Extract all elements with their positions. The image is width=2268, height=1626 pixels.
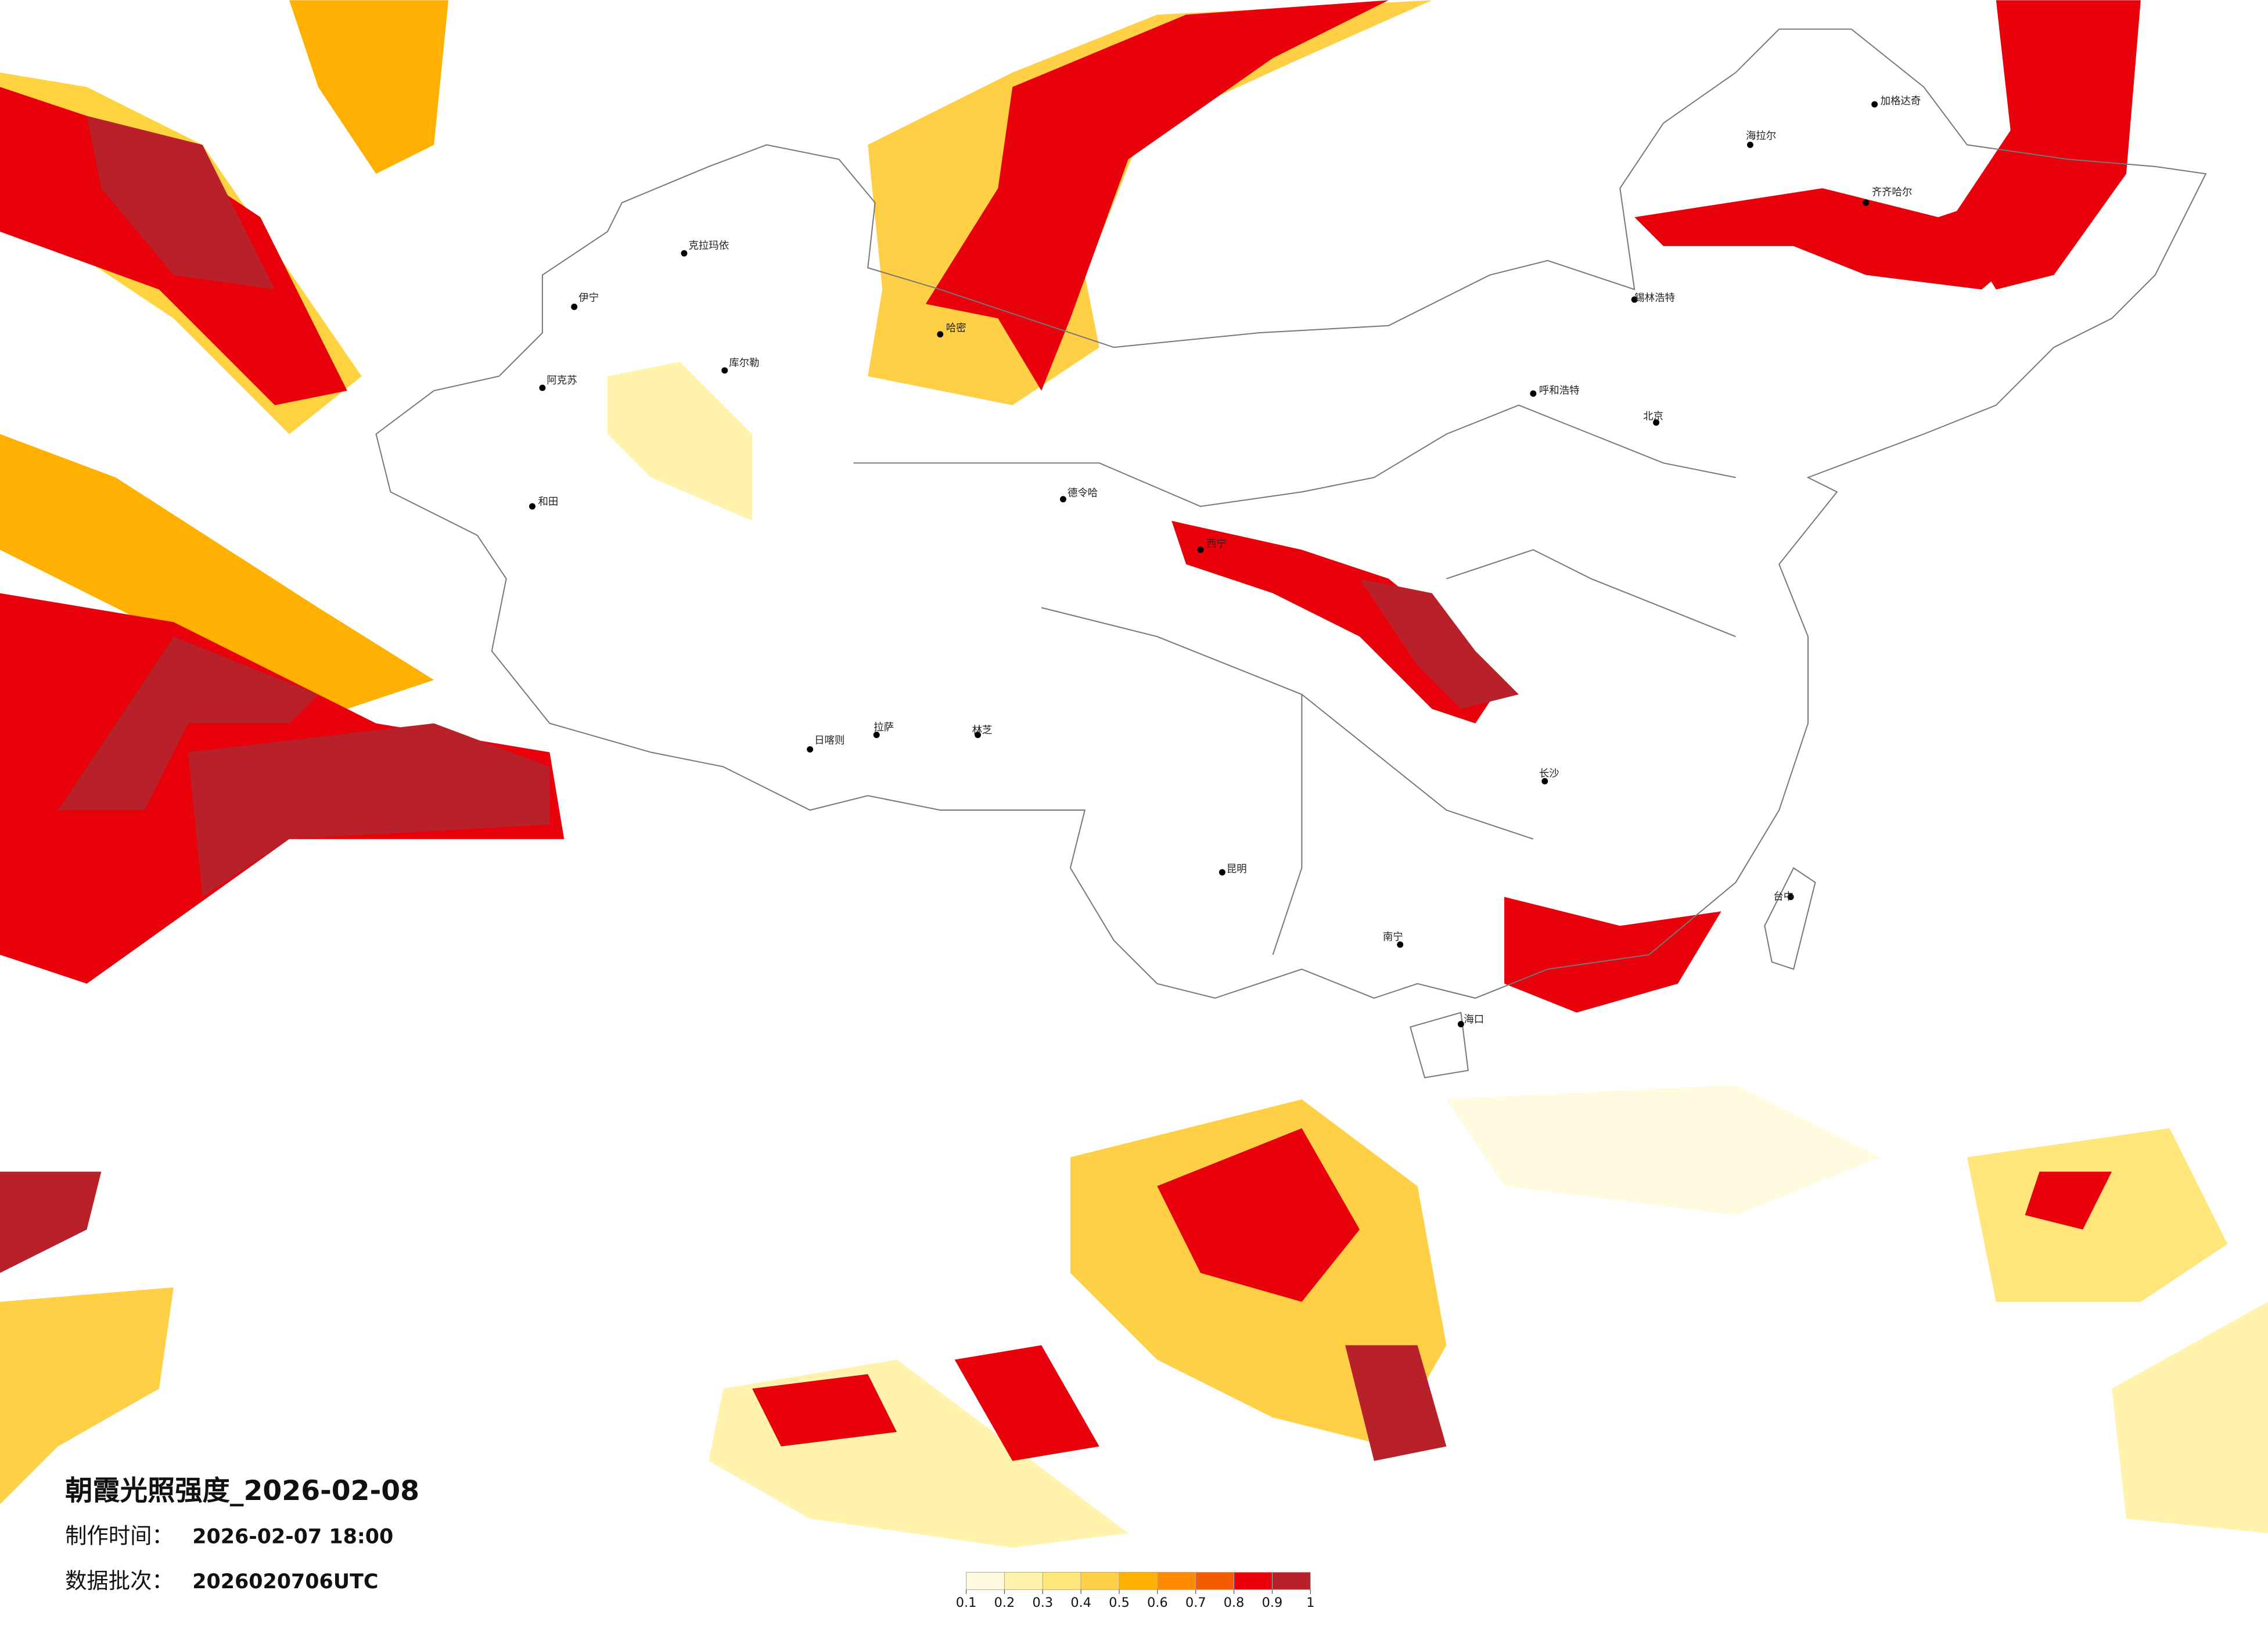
colorbar-swatch bbox=[1234, 1571, 1273, 1590]
field-patch bbox=[1504, 897, 1721, 1013]
colorbar: 0.1 0.2 0.3 0.4 0.5 0.6 0.7 0.8 0.9 1 bbox=[956, 1571, 1314, 1610]
city-label: 德令哈 bbox=[1067, 488, 1098, 499]
batch-label: 数据批次： bbox=[65, 1568, 174, 1593]
field-patch bbox=[188, 723, 550, 897]
city-label: 伊宁 bbox=[578, 292, 599, 304]
city-label: 齐齐哈尔 bbox=[1872, 187, 1913, 199]
field-patch bbox=[1360, 578, 1519, 709]
made-label: 制作时间： bbox=[65, 1523, 174, 1549]
city-label: 长沙 bbox=[1539, 768, 1559, 780]
city-label: 呼和浩特 bbox=[1539, 385, 1580, 397]
field-patch bbox=[289, 0, 449, 174]
colorbar-tick-label: 0.7 bbox=[1185, 1595, 1206, 1610]
field-patch bbox=[954, 1345, 1099, 1461]
city-dot bbox=[975, 732, 982, 738]
city-label: 和田 bbox=[538, 497, 558, 508]
island-border bbox=[1764, 867, 1816, 970]
field-patch bbox=[1345, 1345, 1447, 1461]
city-dot bbox=[1746, 141, 1753, 148]
city-label: 海口 bbox=[1464, 1014, 1484, 1026]
city-dot bbox=[807, 746, 814, 753]
province-border bbox=[853, 404, 1736, 955]
field-patch bbox=[57, 636, 318, 811]
city-label: 锡林浩特 bbox=[1634, 292, 1675, 304]
city-dot bbox=[1219, 869, 1225, 876]
city-dot bbox=[1631, 296, 1638, 303]
city-dot bbox=[937, 331, 944, 338]
city-dot bbox=[1397, 941, 1404, 948]
city-dot bbox=[1871, 101, 1878, 108]
city-dot bbox=[529, 503, 535, 510]
city-dot bbox=[681, 250, 688, 257]
colorbar-tick-label: 0.2 bbox=[994, 1595, 1015, 1610]
city-label: 海拉尔 bbox=[1746, 130, 1776, 142]
city-dot bbox=[1457, 1021, 1464, 1028]
map-title: 朝霞光照强度_2026-02-08 bbox=[65, 1475, 419, 1507]
colorbar-swatch bbox=[1271, 1571, 1311, 1590]
city-label: 库尔勒 bbox=[729, 357, 759, 369]
city-label: 拉萨 bbox=[874, 722, 894, 733]
island-border bbox=[1409, 1012, 1469, 1078]
city-dot bbox=[1653, 419, 1660, 426]
city-label: 阿克苏 bbox=[547, 375, 577, 386]
country-border bbox=[375, 28, 2207, 999]
city-label: 哈密 bbox=[946, 323, 966, 334]
cities: 海拉尔 加格达奇 齐齐哈尔 锡林浩特 呼和浩特 克拉玛依 伊宁 阿克苏 和田 库… bbox=[529, 96, 1921, 1028]
colorbar-swatch bbox=[966, 1571, 1005, 1590]
colorbar-swatch bbox=[1080, 1571, 1120, 1590]
colorbar-swatch bbox=[1119, 1571, 1158, 1590]
colorbar-tick-label: 1 bbox=[1306, 1595, 1314, 1610]
colorbar-tick-label: 0.6 bbox=[1147, 1595, 1168, 1610]
city-dot bbox=[1541, 778, 1548, 785]
city-label: 日喀则 bbox=[814, 735, 844, 746]
city-dot bbox=[873, 732, 880, 738]
city-dot bbox=[721, 367, 728, 374]
field-patch bbox=[0, 1287, 174, 1505]
colorbar-tick-label: 0.3 bbox=[1033, 1595, 1054, 1610]
batch: 2026020706UTC bbox=[192, 1570, 378, 1593]
colorbar-swatch bbox=[1042, 1571, 1081, 1590]
intensity-field bbox=[0, 0, 2268, 1548]
city-dot bbox=[539, 384, 546, 391]
city-label: 南宁 bbox=[1383, 931, 1403, 943]
city-dot bbox=[1197, 546, 1204, 553]
field-patch bbox=[1157, 1128, 1360, 1302]
field-patch bbox=[1634, 188, 2069, 290]
borders bbox=[375, 28, 2207, 1078]
field-patch bbox=[607, 361, 753, 521]
field-patch bbox=[0, 1171, 102, 1273]
city-label: 昆明 bbox=[1227, 864, 1247, 875]
colorbar-tick-label: 0.8 bbox=[1224, 1595, 1245, 1610]
field-patch bbox=[1967, 1128, 2228, 1302]
city-dot bbox=[1787, 893, 1794, 900]
field-patch bbox=[1171, 520, 1505, 724]
field-patch bbox=[2112, 1301, 2268, 1534]
field-patch bbox=[87, 116, 275, 290]
city-dot bbox=[571, 303, 578, 310]
field-patch bbox=[1446, 1085, 1881, 1215]
colorbar-tick-label: 0.4 bbox=[1070, 1595, 1091, 1610]
colorbar-tick-label: 0.9 bbox=[1262, 1595, 1283, 1610]
city-label: 克拉玛依 bbox=[688, 240, 729, 252]
field-patch bbox=[925, 0, 1389, 391]
made-time: 2026-02-07 18:00 bbox=[192, 1526, 393, 1549]
field-patch bbox=[752, 1374, 897, 1447]
field-patch bbox=[0, 434, 434, 709]
city-label: 加格达奇 bbox=[1881, 96, 1921, 107]
colorbar-swatch bbox=[1157, 1571, 1196, 1590]
city-label: 北京 bbox=[1643, 411, 1663, 423]
city-dot bbox=[1059, 496, 1066, 503]
colorbar-tick-label: 0.1 bbox=[956, 1595, 977, 1610]
colorbar-swatch bbox=[1195, 1571, 1235, 1590]
city-label: 西宁 bbox=[1206, 538, 1227, 550]
colorbar-tick-label: 0.5 bbox=[1109, 1595, 1130, 1610]
field-patch bbox=[2025, 1171, 2112, 1230]
city-label: 台中 bbox=[1773, 891, 1793, 902]
city-dot bbox=[1530, 390, 1537, 397]
city-label: 林芝 bbox=[972, 725, 993, 736]
colorbar-swatch bbox=[1004, 1571, 1043, 1590]
city-dot bbox=[1863, 199, 1870, 206]
